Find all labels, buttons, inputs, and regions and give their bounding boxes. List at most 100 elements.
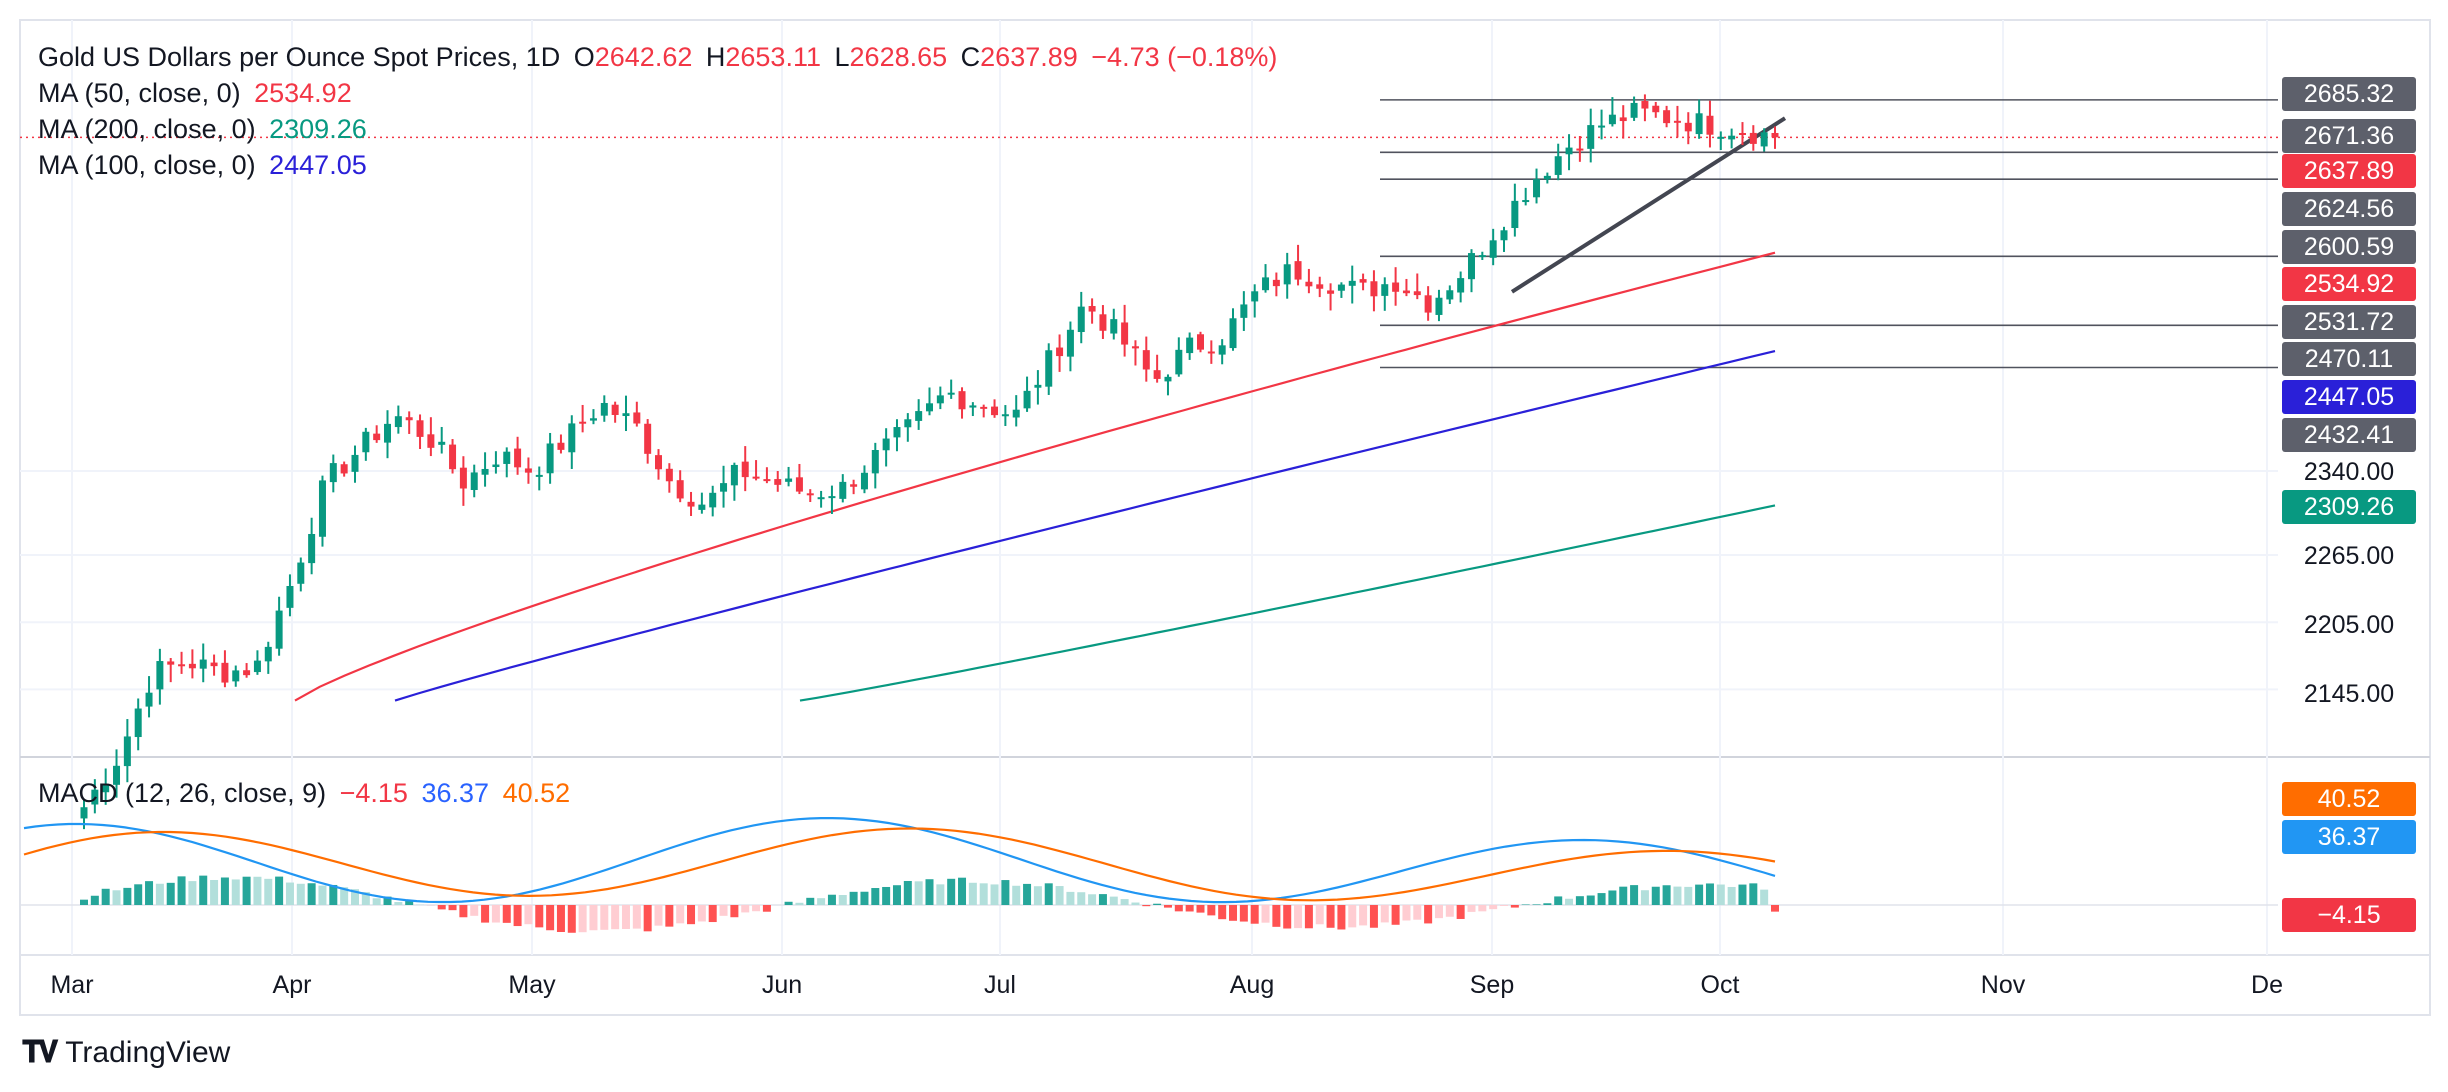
candle [958, 387, 966, 419]
price-badge-box [2282, 154, 2416, 188]
price-badge-label: 2600.59 [2304, 233, 2394, 261]
macd-histogram-bar [1716, 884, 1725, 905]
candle [416, 414, 424, 449]
candle [1023, 376, 1031, 412]
candle-body [1370, 281, 1378, 297]
candle [926, 387, 933, 416]
candle [1337, 282, 1345, 298]
candle [1121, 304, 1129, 357]
candle-body [1684, 122, 1692, 132]
candle [557, 434, 565, 454]
candle [850, 479, 858, 495]
candle [1305, 268, 1313, 294]
candle-body [1489, 240, 1497, 258]
candle-body [243, 670, 251, 676]
candle [1467, 249, 1475, 293]
candle [1359, 273, 1367, 291]
candle [622, 395, 630, 432]
macd-histogram-bar [1619, 886, 1628, 905]
candle [871, 442, 879, 489]
ma100-legend: MA (100, close, 0) 2447.05 [38, 152, 373, 179]
price-badge: 2534.92 [2282, 267, 2416, 301]
ma100-value: 2447.05 [269, 150, 367, 180]
macd-histogram-bar [1434, 905, 1443, 919]
macd-histogram-bar [1543, 903, 1552, 905]
macd-histogram-bar [1142, 905, 1151, 907]
macd-histogram-bar [1098, 894, 1107, 905]
candle [1381, 277, 1389, 311]
candle-body [1240, 304, 1248, 318]
candle [1402, 278, 1410, 297]
macd-histogram-bar [1640, 890, 1649, 905]
candle [514, 436, 522, 475]
candle-body [589, 418, 597, 421]
price-badge-box [2282, 230, 2416, 264]
macd-histogram-bar [1532, 904, 1541, 905]
candle [524, 457, 532, 484]
price-badge-box [2282, 418, 2416, 452]
candle-body [1424, 295, 1432, 313]
candle [1565, 134, 1573, 171]
macd-histogram-bar [329, 884, 338, 905]
macd-histogram-bar [253, 876, 262, 905]
candle-body [481, 468, 489, 475]
candle [1251, 284, 1259, 318]
ma50-line [294, 251, 1776, 702]
time-axis-label: Apr [273, 971, 312, 999]
candle [915, 399, 923, 430]
candle-body [893, 427, 901, 438]
candle-body [1023, 390, 1031, 409]
candle [1066, 321, 1074, 372]
price-badge-label: 2671.36 [2304, 122, 2394, 150]
candle [1598, 109, 1606, 140]
price-badge-label: 2685.32 [2304, 80, 2394, 108]
candle [145, 676, 153, 718]
macd-histogram-bar [1055, 886, 1064, 905]
candle [492, 451, 500, 474]
candle-body [416, 420, 424, 437]
candle [1294, 244, 1302, 286]
candle-body [1327, 290, 1335, 294]
candle [1619, 105, 1627, 139]
macd-badge: −4.15 [2282, 898, 2416, 932]
candle-body [351, 454, 359, 472]
candle-body [1533, 179, 1541, 198]
candle-body [904, 419, 912, 428]
time-axis-label: Mar [50, 971, 93, 999]
candle [1196, 331, 1204, 353]
open-value: 2642.62 [594, 42, 693, 72]
candle-body [785, 478, 793, 482]
candle-body [1630, 102, 1638, 118]
candle [470, 464, 478, 498]
candle-body [1381, 284, 1389, 296]
macd-histogram-bar [752, 905, 761, 912]
macd-histogram-bar [1478, 905, 1487, 912]
candle [1240, 291, 1248, 331]
macd-histogram-bar [318, 885, 327, 905]
candle-body [600, 402, 608, 416]
candle-body [730, 464, 738, 486]
macd-histogram-bar [979, 883, 988, 905]
chart-frame [19, 19, 2431, 1016]
candle-body [535, 474, 543, 477]
macd-histogram-bar [784, 901, 793, 905]
macd-histogram-bar [1760, 889, 1769, 905]
macd-badge-label: 40.52 [2318, 785, 2381, 813]
candle-body [297, 562, 305, 584]
macd-histogram-bar [134, 884, 143, 905]
macd-histogram-bar [1033, 886, 1042, 905]
candle [936, 386, 944, 410]
candle [427, 417, 435, 457]
macd-histogram-bar [405, 900, 414, 905]
macd-badge-label: 36.37 [2318, 823, 2381, 851]
candle-body [1728, 135, 1736, 140]
candle [980, 404, 988, 418]
candle [1587, 108, 1595, 163]
candle [589, 409, 597, 425]
candle [535, 466, 543, 491]
macd-histogram-bar [166, 882, 175, 905]
tradingview-logo[interactable]: 𝐓𝐕 TradingView [22, 1036, 230, 1070]
candle [1478, 251, 1486, 260]
candle-body [1012, 409, 1020, 418]
candle [384, 410, 392, 459]
